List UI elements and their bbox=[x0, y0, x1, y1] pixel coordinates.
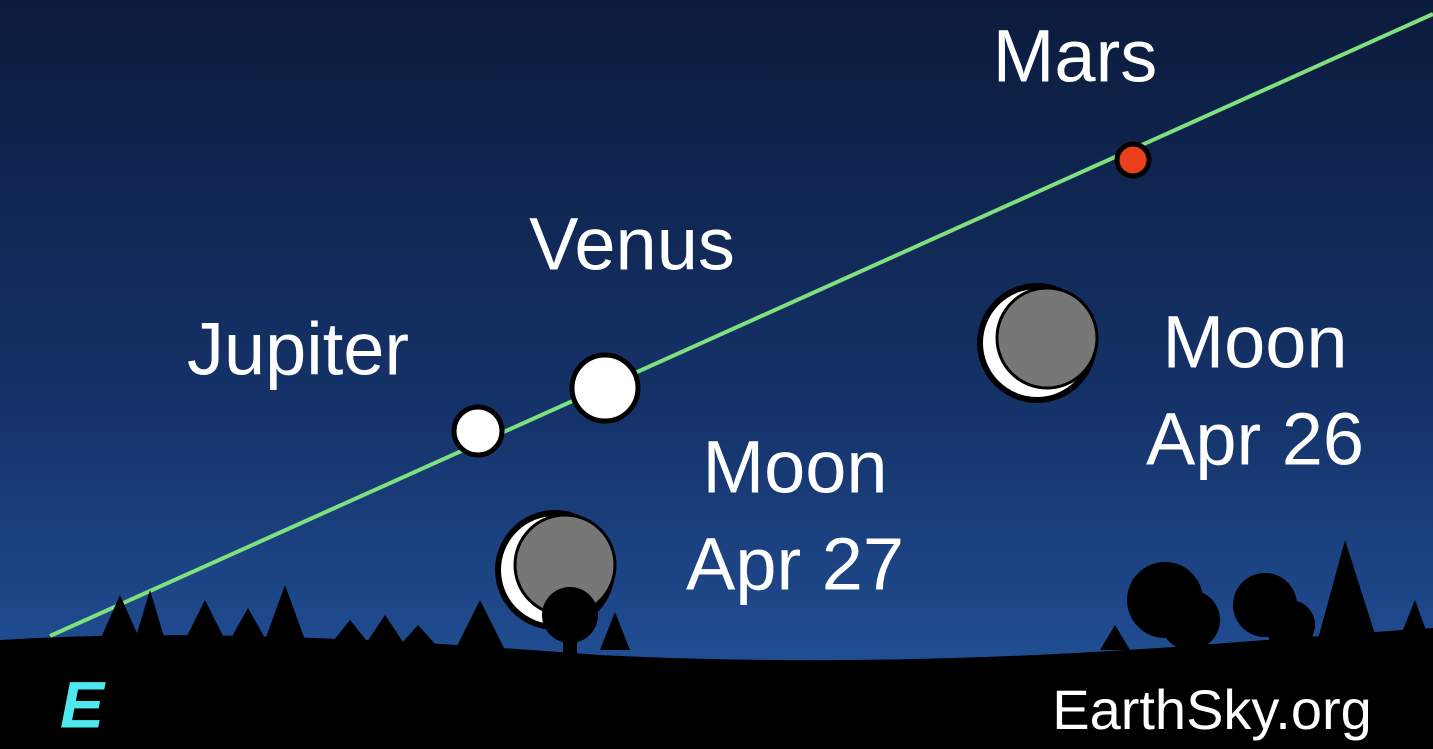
ecliptic bbox=[49, 12, 1433, 638]
ground bbox=[0, 628, 1433, 749]
venus bbox=[569, 352, 641, 424]
moon-label: Moon bbox=[702, 426, 887, 509]
moon-date: Apr 27 bbox=[686, 523, 904, 606]
moon-label: Moon bbox=[1162, 301, 1347, 384]
credit: EarthSky.org bbox=[1052, 678, 1372, 741]
jupiter-label: Jupiter bbox=[187, 308, 409, 391]
trees bbox=[100, 540, 1433, 655]
moon-date: Apr 26 bbox=[1146, 398, 1364, 481]
jupiter bbox=[451, 404, 505, 458]
moon-apr-26 bbox=[977, 283, 1099, 403]
mars bbox=[1114, 141, 1152, 179]
mars-label: Mars bbox=[993, 15, 1157, 98]
direction-label: E bbox=[60, 667, 106, 741]
venus-label: Venus bbox=[529, 203, 735, 286]
